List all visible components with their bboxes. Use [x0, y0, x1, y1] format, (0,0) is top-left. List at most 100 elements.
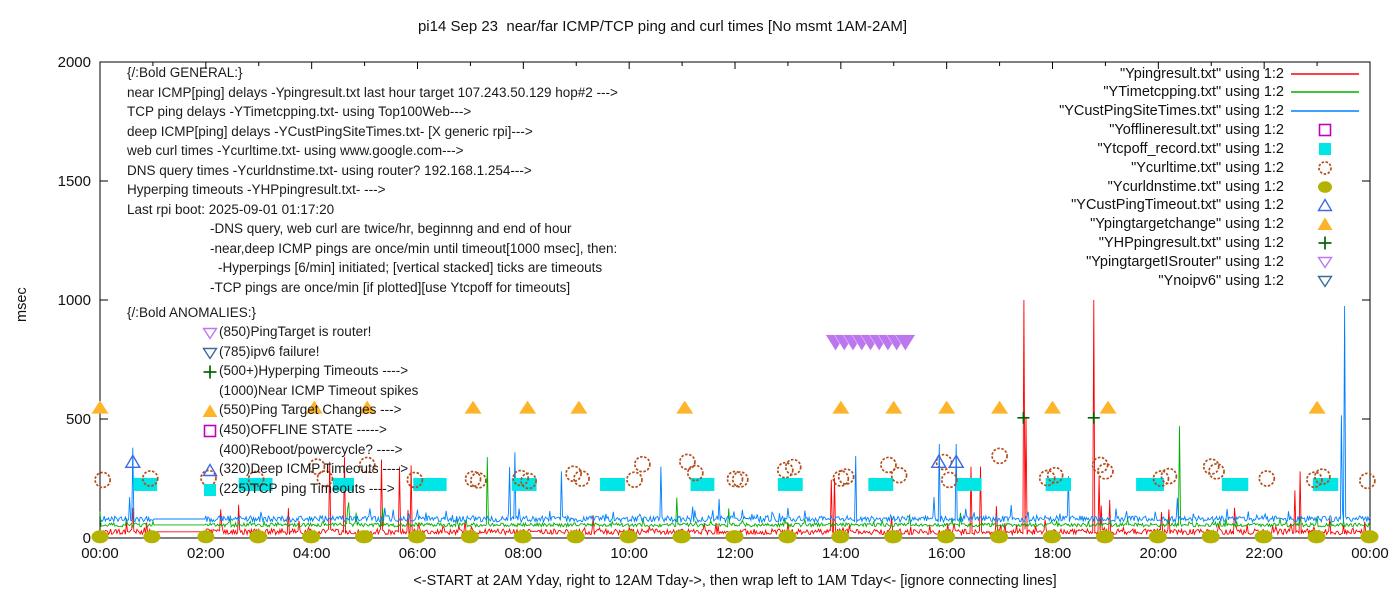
- legend-triangle-open-up-icon: [1288, 197, 1362, 213]
- plus-icon: [202, 364, 217, 379]
- annotation-anomaly-line: (450)OFFLINE STATE ----->: [203, 422, 387, 438]
- annotation-anomaly-line: (550)Ping Target Changes --->: [202, 402, 402, 418]
- y-axis-label: msec: [14, 287, 30, 322]
- square-filled-icon: [202, 482, 217, 496]
- annotation-text: (500+)Hyperping Timeouts ---->: [219, 363, 409, 379]
- legend-entry: "Ynoipv6" using 1:2: [715, 271, 1362, 290]
- legend-entry: "Ycurltime.txt" using 1:2: [715, 158, 1362, 177]
- annotation-general-line: -Hyperpings [6/min] initiated; [vertical…: [218, 260, 603, 275]
- series-Ypingtargetchange: [91, 400, 1326, 414]
- triangle-open-up-icon: [202, 462, 218, 477]
- series-Ycurldnstime.txt: [91, 530, 1379, 544]
- annotation-general-line: Hyperping timeouts -YHPpingresult.txt- -…: [127, 182, 386, 197]
- annotation-text: (550)Ping Target Changes --->: [219, 402, 402, 418]
- annotation-text: (225)TCP ping Timeouts ---->: [219, 480, 395, 496]
- legend-triangle-open-down-icon: [1288, 254, 1362, 270]
- legend-label: "Ypingtargetchange" using 1:2: [1090, 216, 1284, 233]
- legend-square-open-icon: [1288, 122, 1362, 138]
- legend-circle-open-icon: [1288, 160, 1362, 176]
- legend-entry: "Yofflineresult.txt" using 1:2: [715, 121, 1362, 140]
- x-tick-label: 04:00: [293, 545, 331, 562]
- legend-entry: "Ycurldnstime.txt" using 1:2: [715, 177, 1362, 196]
- legend-entry: "YCustPingTimeout.txt" using 1:2: [715, 196, 1362, 215]
- x-tick-label: 16:00: [928, 545, 966, 562]
- x-tick-label: 22:00: [1245, 545, 1283, 562]
- annotation-general-line: near ICMP[ping] delays -Ypingresult.txt …: [127, 84, 618, 100]
- x-tick-label: 06:00: [399, 545, 437, 562]
- legend-label: "YHPpingresult.txt" using 1:2: [1098, 235, 1284, 252]
- annotation-anomaly-line: (225)TCP ping Timeouts ---->: [204, 480, 395, 496]
- annotation-text: (850)PingTarget is router!: [219, 324, 372, 339]
- x-tick-label: 12:00: [716, 545, 754, 562]
- y-tick-label: 1000: [58, 292, 91, 309]
- series-YCustPingTimeout.txt: [124, 453, 965, 469]
- annotation-general-line: web curl times -Ycurltime.txt- using www…: [127, 143, 464, 158]
- legend-entry: "Ytcpoff_record.txt" using 1:2: [715, 139, 1362, 158]
- triangle-open-down-icon: [202, 325, 218, 340]
- legend-label: "YpingtargetISrouter" using 1:2: [1086, 254, 1284, 270]
- legend-label: "YCustPingTimeout.txt" using 1:2: [1071, 197, 1284, 214]
- annotation-general-line: -TCP pings are once/min [if plotted][use…: [210, 279, 571, 295]
- y-tick-label: 500: [66, 411, 91, 428]
- annotation-general-line: DNS query times -Ycurldnstime.txt- using…: [127, 162, 532, 178]
- series-YTimetcpping.txt: [99, 426, 1371, 529]
- x-tick-label: 14:00: [822, 545, 860, 562]
- annotation-text: (1000)Near ICMP Timeout spikes: [219, 382, 419, 398]
- legend-square-filled-icon: [1288, 141, 1362, 157]
- legend-entry: "YpingtargetISrouter" using 1:2: [715, 253, 1362, 272]
- annotation-general-line: deep ICMP[ping] delays -YCustPingSiteTim…: [127, 123, 533, 139]
- legend-label: "Ytcpoff_record.txt" using 1:2: [1097, 140, 1284, 157]
- x-tick-label: 02:00: [187, 545, 225, 562]
- x-tick-label: 18:00: [1034, 545, 1072, 562]
- annotation-anomaly-line: (320)Deep ICMP Timeouts ---->: [202, 461, 409, 477]
- y-tick-label: 0: [83, 530, 91, 547]
- x-tick-label: 20:00: [1140, 545, 1178, 562]
- legend-label: "Ycurltime.txt" using 1:2: [1131, 159, 1284, 176]
- legend-plus-icon: [1288, 235, 1362, 251]
- legend-entry: "YHPpingresult.txt" using 1:2: [715, 234, 1362, 253]
- annotation-general-line: Last rpi boot: 2025-09-01 01:17:20: [127, 201, 335, 217]
- annotation-text: (400)Reboot/powercycle? ---->: [219, 441, 403, 457]
- legend-label: "Ynoipv6" using 1:2: [1158, 272, 1284, 289]
- triangle-open-down-icon: [202, 345, 218, 360]
- annotation-anomalies-header: {/:Bold ANOMALIES:}: [127, 305, 257, 320]
- annotation-text: (320)Deep ICMP Timeouts ---->: [219, 461, 409, 477]
- x-tick-label: 00:00: [81, 545, 119, 562]
- legend-circle-filled-icon: [1288, 179, 1362, 195]
- annotation-general-line: -near,deep ICMP pings are once/min until…: [210, 240, 618, 256]
- series-YCustPingSiteTimes.txt: [99, 305, 1371, 524]
- legend-label: "Ypingresult.txt" using 1:2: [1120, 65, 1284, 82]
- legend-entry: "YTimetcpping.txt" using 1:2: [715, 83, 1362, 102]
- legend-entry: "YCustPingSiteTimes.txt" using 1:2: [715, 102, 1362, 121]
- annotation-anomaly-line: (1000)Near ICMP Timeout spikes: [219, 383, 418, 398]
- annotation-text: (785)ipv6 failure!: [219, 343, 320, 359]
- y-tick-label: 2000: [58, 54, 91, 71]
- annotation-anomaly-line: (850)PingTarget is router!: [202, 324, 372, 340]
- annotation-anomaly-line: (500+)Hyperping Timeouts ---->: [203, 363, 409, 379]
- annotation-anomaly-line: (400)Reboot/powercycle? ---->: [219, 442, 402, 457]
- annotation-anomaly-line: (785)ipv6 failure!: [202, 343, 320, 360]
- series-YHPpingresult.txt: [1017, 411, 1100, 424]
- x-tick-label: 08:00: [505, 545, 543, 562]
- legend-label: "Yofflineresult.txt" using 1:2: [1109, 122, 1284, 139]
- legend-label: "YCustPingSiteTimes.txt" using 1:2: [1059, 103, 1284, 120]
- legend-label: "YTimetcpping.txt" using 1:2: [1103, 84, 1284, 101]
- x-tick-label: 10:00: [610, 545, 648, 562]
- annotation-text: (450)OFFLINE STATE ----->: [219, 422, 387, 437]
- square-open-icon: [202, 423, 217, 438]
- annotation-general-line: -DNS query, web curl are twice/hr, begin…: [210, 221, 572, 236]
- legend-line-icon: [1288, 66, 1362, 82]
- legend-triangle-filled-up-icon: [1288, 216, 1362, 232]
- y-tick-label: 1500: [58, 173, 91, 190]
- legend-line-icon: [1288, 103, 1362, 119]
- x-tick-label: 00:00: [1351, 545, 1389, 562]
- legend-entry: "Ypingresult.txt" using 1:2: [715, 64, 1362, 83]
- series-YpingtargetISrouter: [825, 334, 916, 352]
- x-axis-label: <-START at 2AM Yday, right to 12AM Tday-…: [413, 573, 1057, 589]
- legend-entry: "Ypingtargetchange" using 1:2: [715, 215, 1362, 234]
- triangle-filled-up-icon: [202, 403, 218, 418]
- legend-label: "Ycurldnstime.txt" using 1:2: [1107, 178, 1284, 195]
- annotation-general-line: {/:Bold GENERAL:}: [127, 65, 243, 80]
